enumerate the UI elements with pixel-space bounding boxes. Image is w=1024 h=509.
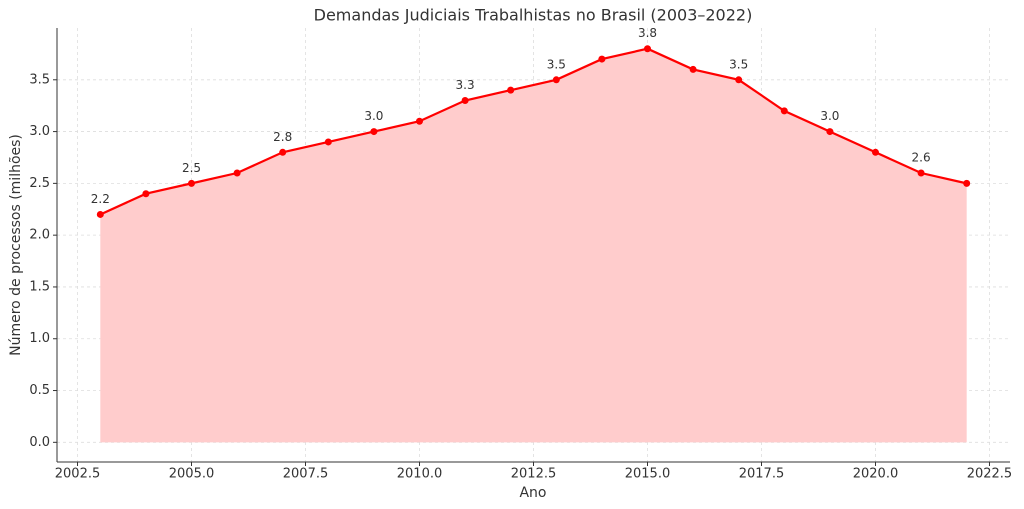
point <box>780 107 788 115</box>
point <box>142 190 150 198</box>
point <box>643 45 651 53</box>
x-axis-label: Ano <box>519 485 546 501</box>
x-tick-label: 2022.5 <box>967 467 1013 482</box>
line <box>99 47 967 216</box>
x-tick-label: 2005.0 <box>169 467 215 482</box>
point <box>735 76 743 84</box>
x-tick-label: 2012.5 <box>511 467 557 482</box>
y-tick-label: 3.0 <box>29 124 50 139</box>
point <box>917 169 925 177</box>
y-tick-label: 1.5 <box>29 279 50 294</box>
x-tick-label: 2010.0 <box>397 467 443 482</box>
data-label: 3.5 <box>729 57 748 71</box>
data-label: 3.0 <box>364 109 383 123</box>
point <box>507 86 515 94</box>
area <box>100 48 967 443</box>
point <box>416 117 424 125</box>
point <box>324 138 332 146</box>
point <box>461 97 469 105</box>
x-tick-label: 2017.5 <box>739 467 785 482</box>
chart-title: Demandas Judiciais Trabalhistas no Brasi… <box>314 6 753 25</box>
x-tick-label: 2020.0 <box>853 467 899 482</box>
point <box>826 128 834 136</box>
data-label: 2.5 <box>182 161 201 175</box>
point <box>233 169 241 177</box>
point <box>963 179 971 187</box>
y-tick-label: 2.0 <box>29 228 50 243</box>
data-label: 2.2 <box>91 192 110 206</box>
point <box>188 179 196 187</box>
point <box>598 55 606 63</box>
point <box>689 65 697 73</box>
data-label: 3.5 <box>547 57 566 71</box>
point <box>96 210 104 218</box>
x-tick-label: 2007.5 <box>283 467 329 482</box>
y-tick-label: 3.5 <box>29 72 50 87</box>
y-tick-label: 1.0 <box>29 331 50 346</box>
data-label: 3.3 <box>456 78 475 92</box>
y-tick-label: 0.0 <box>29 435 50 450</box>
data-label: 2.8 <box>273 130 292 144</box>
x-tick-label: 2015.0 <box>625 467 671 482</box>
x-tick-label: 2002.5 <box>55 467 101 482</box>
y-tick-label: 2.5 <box>29 176 50 191</box>
point <box>370 128 378 136</box>
point <box>552 76 560 84</box>
point <box>871 148 879 156</box>
y-tick-label: 0.5 <box>29 383 50 398</box>
y-axis-label: Número de processos (milhões) <box>8 134 24 356</box>
data-label: 2.6 <box>912 151 931 165</box>
point <box>279 148 287 156</box>
data-label: 3.8 <box>638 26 657 40</box>
data-label: 3.0 <box>820 109 839 123</box>
